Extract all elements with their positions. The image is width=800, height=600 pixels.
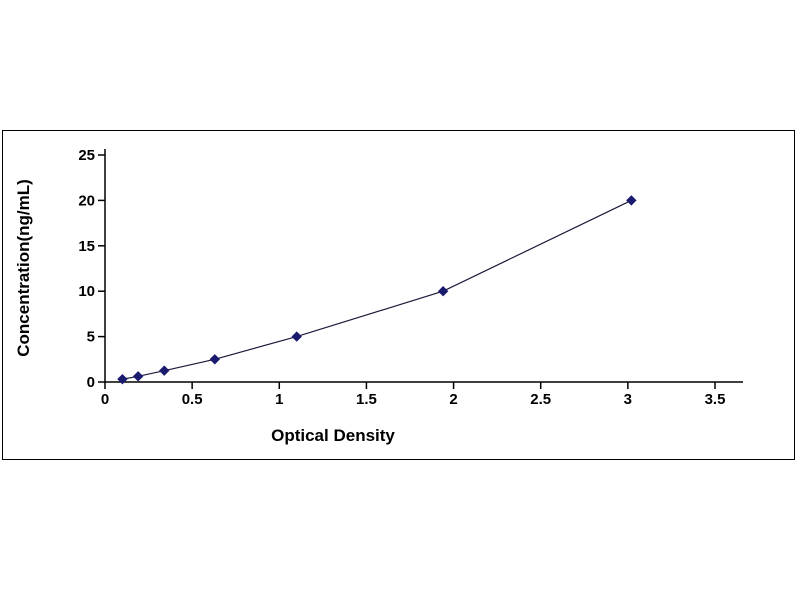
x-tick-label: 1.5: [356, 391, 377, 408]
series-line: [122, 199, 632, 380]
data-point-marker: [117, 373, 128, 385]
x-tick-label: 3.5: [705, 391, 726, 408]
standard-curve-chart: Concentration(ng/mL) Optical Density 0 0.…: [2, 130, 795, 460]
data-point-marker: [291, 331, 302, 342]
data-point-marker: [437, 285, 449, 297]
data-point-marker: [159, 365, 170, 376]
x-tick-label: 0.5: [182, 391, 203, 408]
plot-dynamic-layer: 0 0.5 1 1.5 2 2.5 3 3.5 0 5 10 15 20 25: [78, 147, 743, 408]
y-tick-label: 15: [78, 238, 95, 255]
x-tick-label: 2.5: [530, 391, 551, 408]
y-tick-label: 25: [78, 147, 95, 164]
x-tick-label: 0: [101, 391, 109, 408]
data-point-marker: [132, 371, 144, 382]
data-point-marker: [209, 354, 221, 365]
y-tick-label: 20: [78, 192, 95, 209]
y-tick-label: 5: [87, 329, 95, 346]
y-tick-label: 0: [87, 374, 95, 391]
y-tick-label: 10: [78, 283, 95, 300]
x-tick-label: 1: [275, 391, 283, 408]
y-axis-label: Concentration(ng/mL): [14, 179, 33, 357]
x-axis-label: Optical Density: [271, 426, 395, 445]
x-tick-label: 3: [624, 391, 632, 408]
data-point-marker: [626, 195, 637, 206]
plot-area: Concentration(ng/mL) Optical Density 0 0.…: [14, 147, 743, 445]
x-tick-label: 2: [449, 391, 457, 408]
